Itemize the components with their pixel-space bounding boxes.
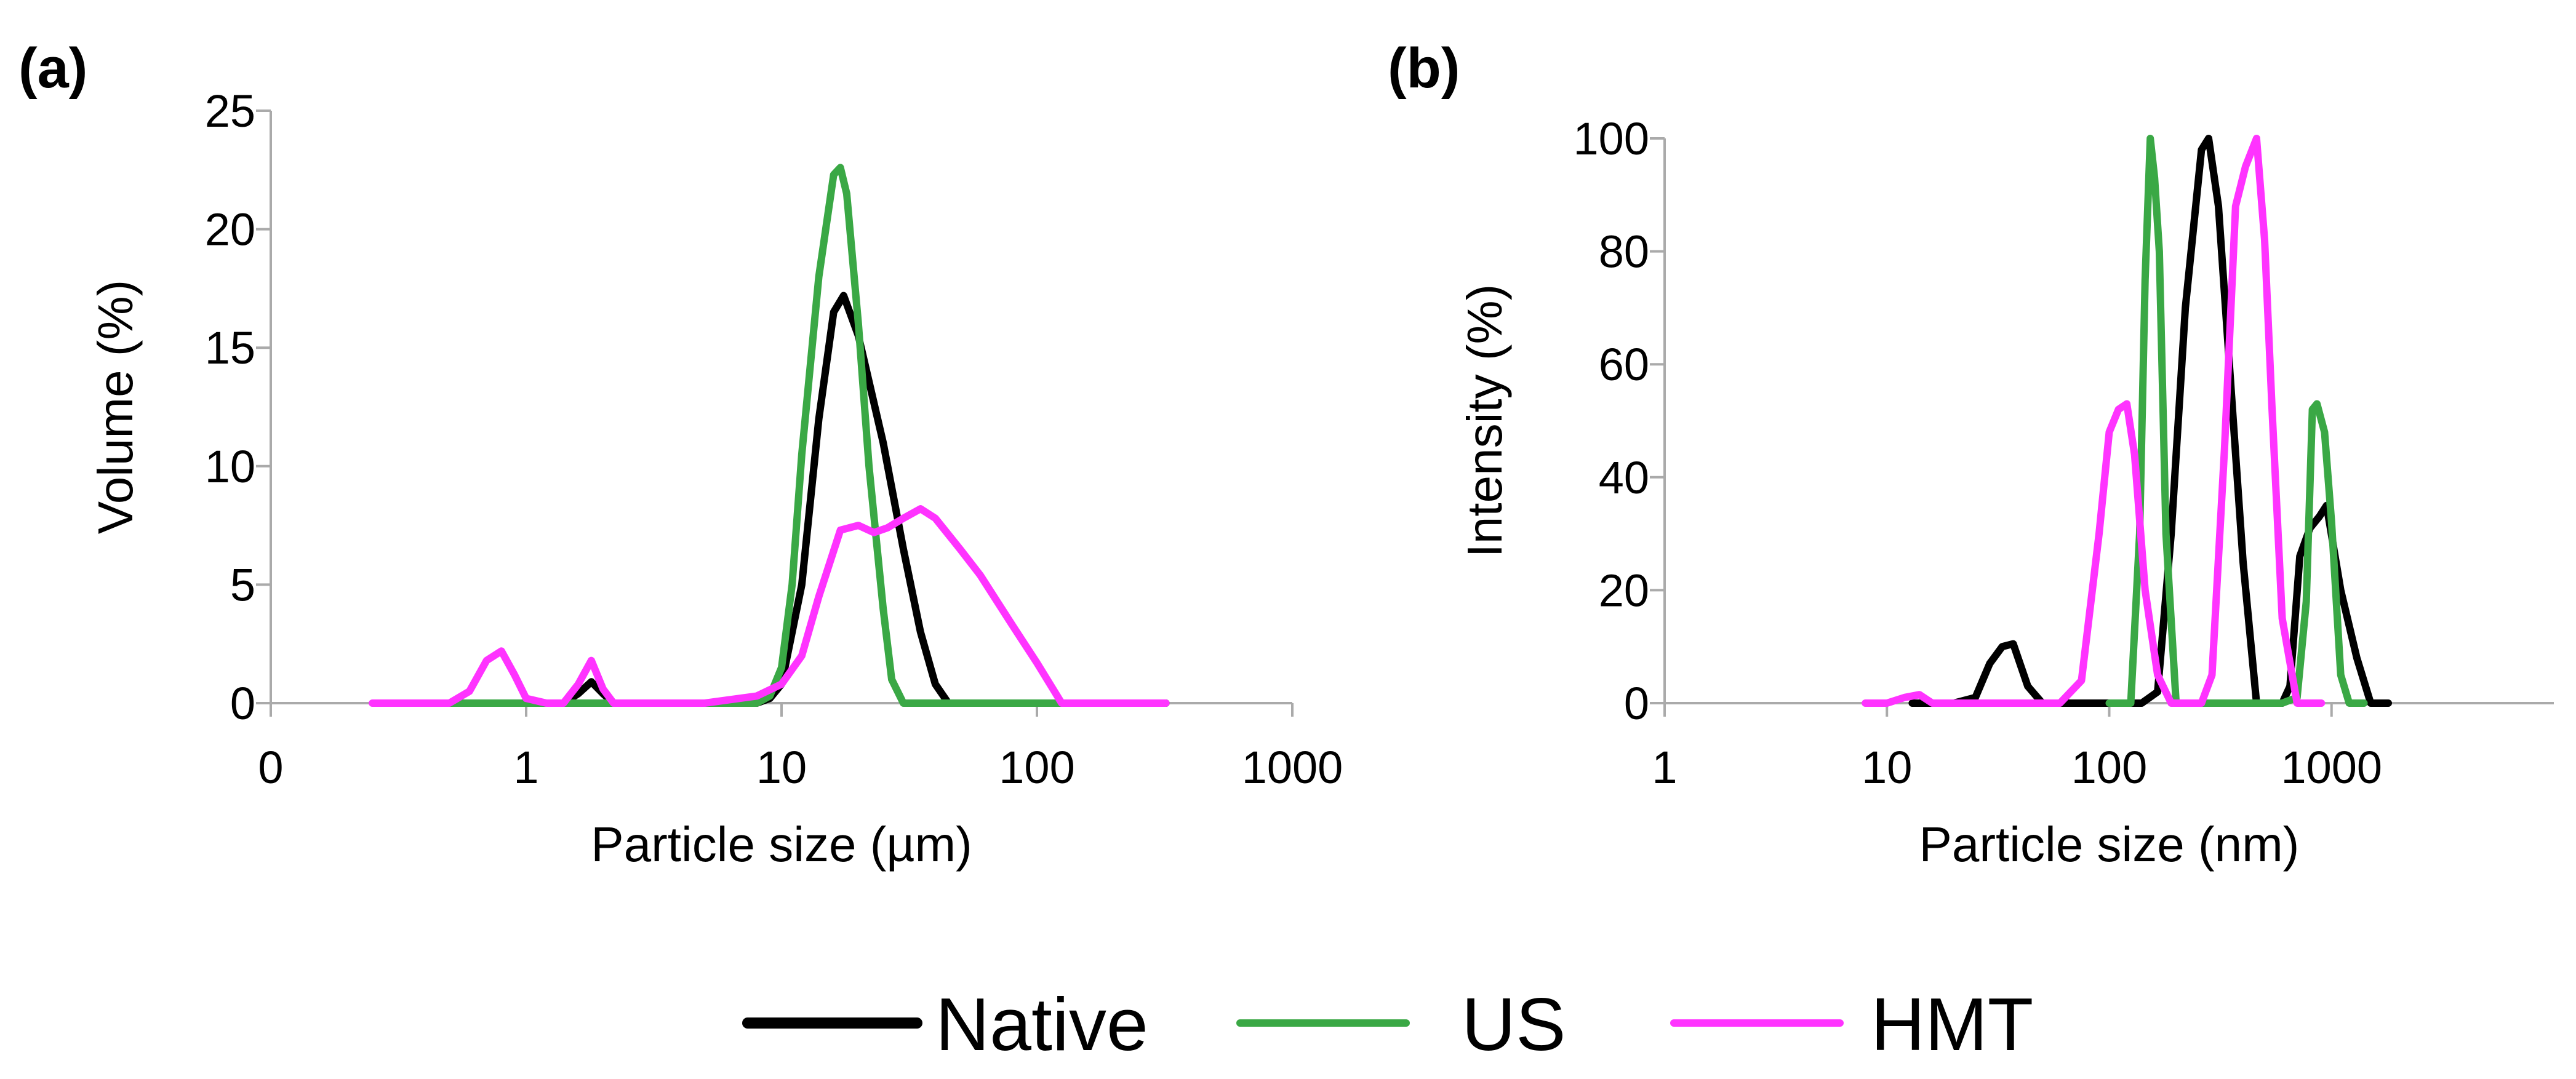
x-tick-label: 100 [999,742,1074,793]
x-tick-label: 10 [1862,742,1912,793]
x-axis-title: Particle size (µm) [591,817,972,872]
y-tick-label: 0 [1624,678,1649,729]
y-tick-label: 5 [230,559,255,610]
chart-a: (a) 0 5 10 15 20 25 0 1 10 100 1000 Particle size (µ… [18,37,1343,872]
x-tick-label: 10 [756,742,807,793]
y-tick-label: 15 [205,322,255,373]
y-tick-label: 20 [1599,565,1649,616]
x-tick-label: 1000 [2281,742,2382,793]
series-line-us [420,164,1170,707]
y-axis-title: Intensity (%) [1457,284,1512,558]
x-axis-title: Particle size (nm) [1919,817,2300,872]
y-tick-label: 40 [1599,452,1649,503]
x-tick-label: 1 [513,742,538,793]
series-line-hmt [369,505,1170,707]
y-tick-label: 60 [1599,339,1649,390]
y-tick-label: 0 [230,678,255,729]
legend-label-us: US [1462,982,1566,1066]
legend-label-native: Native [935,982,1148,1066]
x-tick-label: 1000 [1242,742,1343,793]
panel-label: (b) [1388,37,1460,100]
x-tick-label: 0 [258,742,283,793]
y-axis-title: Volume (%) [88,280,143,534]
x-tick-label: 100 [2071,742,2147,793]
panel-label: (a) [18,37,87,100]
series-line-us [2105,135,2368,707]
series-line-native [420,292,1170,707]
y-tick-label: 10 [205,441,255,492]
y-tick-label: 25 [205,86,255,137]
x-tick-label: 1 [1652,742,1677,793]
series-line-hmt [1862,135,2326,707]
y-tick-label: 80 [1599,226,1649,277]
series-line-native [1908,135,2392,707]
legend: Native US HMT [742,982,2033,1066]
y-tick-label: 100 [1574,113,1649,164]
y-tick-label: 20 [205,204,255,255]
legend-label-hmt: HMT [1871,982,2033,1066]
chart-b: (b) 0 20 40 60 80 100 1 10 100 1000 Particle size (… [1388,37,2554,872]
